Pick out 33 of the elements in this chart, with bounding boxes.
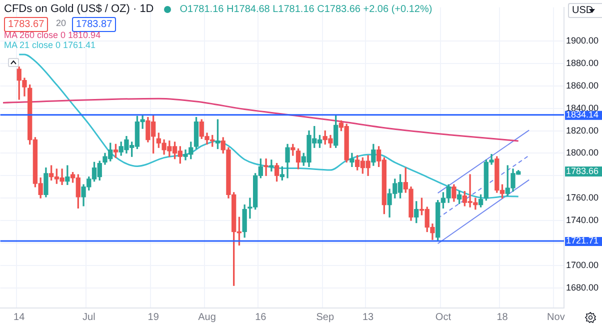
y-tick-label: 1800.00: [566, 148, 599, 158]
x-tick-label: Sep: [316, 312, 334, 323]
annotation: 1783.67: [4, 17, 48, 32]
y-tick-label: 1700.00: [566, 260, 599, 270]
ref-line-label: 1721.71: [566, 236, 599, 246]
x-tick-label: 13: [362, 312, 374, 323]
candlestick: [65, 165, 70, 185]
series-label: MA 21 close 0 1761.41: [4, 40, 96, 50]
candlestick: [264, 158, 268, 176]
annotation: 1783.87: [72, 17, 116, 32]
y-tick-label: 1680.00: [566, 282, 599, 292]
y-tick-label: 1740.00: [566, 214, 599, 225]
annotation: O1781.16 H1784.68 L1781.16 C1783.66 +2.06 (+0.12%): [180, 4, 432, 15]
x-tick-label: Nov: [547, 312, 565, 323]
x-tick-label: Jul: [82, 312, 96, 323]
chart-title: CFDs on Gold (US$ / OZ) · 1D: [4, 3, 154, 15]
x-tick-label: 18: [496, 312, 508, 323]
text: 1783.66: [566, 166, 599, 176]
x-tick-label: Oct: [435, 312, 452, 323]
y-tick-label: 1760.00: [566, 192, 599, 203]
line-series: [18, 54, 520, 199]
x-tick-label: 19: [148, 312, 160, 323]
x-tick-label: 14: [14, 312, 26, 323]
y-tick-label: 1860.00: [566, 80, 599, 90]
text: MA 260 close 0 1810.94: [4, 30, 101, 40]
x-tick-label: Aug: [198, 312, 216, 323]
y-tick-label: 1820.00: [566, 125, 599, 136]
y-tick-label: 1900.00: [566, 36, 599, 46]
annotation: 20: [56, 18, 66, 28]
x-tick-label: 16: [255, 312, 267, 323]
candlestick: [269, 160, 274, 172]
line-series: [2, 98, 520, 142]
y-tick-label: 1880.00: [566, 58, 599, 68]
